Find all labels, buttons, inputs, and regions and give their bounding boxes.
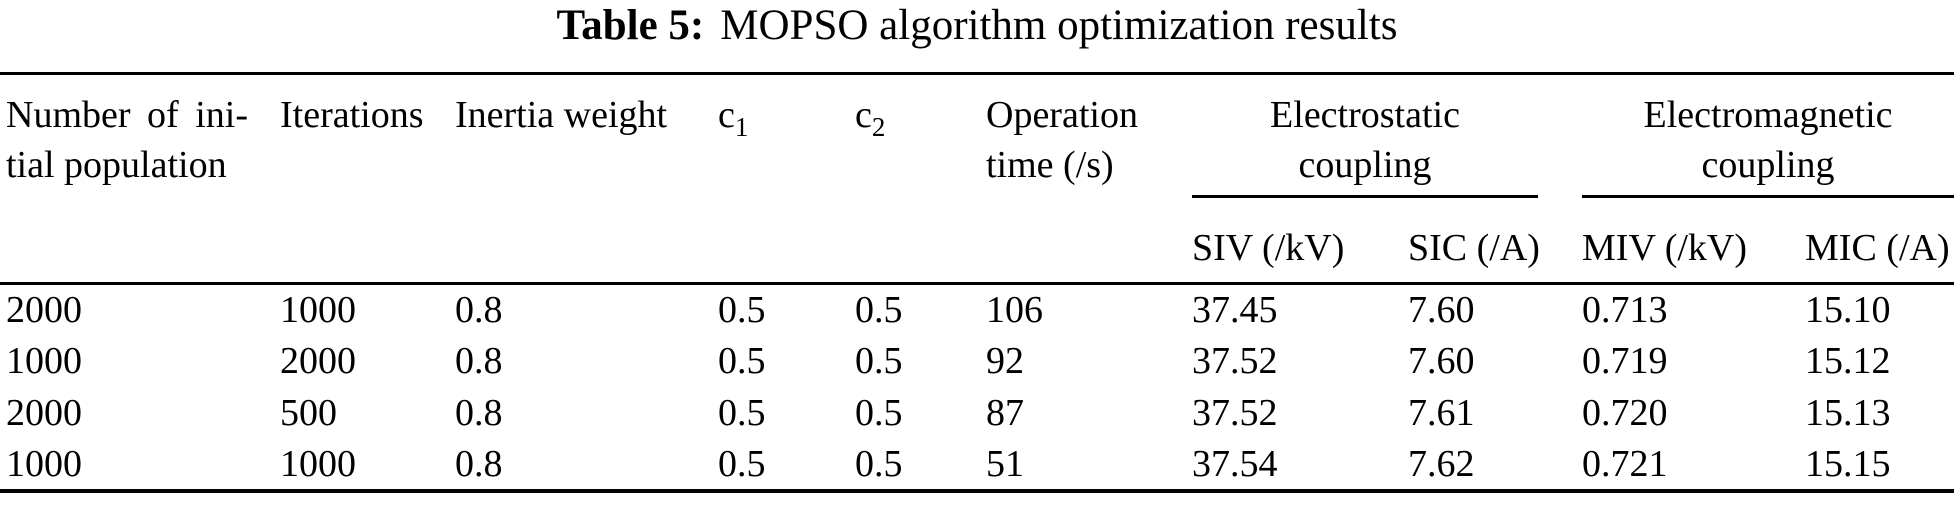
col-header-c1: c1 bbox=[718, 73, 855, 285]
table-cell: 37.52 bbox=[1192, 392, 1278, 434]
col-header-iterations: Iterations bbox=[280, 73, 455, 285]
table-cell: 0.5 bbox=[718, 392, 766, 434]
table-cell: 500 bbox=[280, 392, 337, 434]
group-header-electrostatic-label: Electrostatic coupling bbox=[1192, 75, 1539, 198]
col-header-mic: MIC (/A) bbox=[1805, 198, 1954, 285]
table-row: 2000 1000 0.8 0.5 0.5 106 37.45 7.60 0.7… bbox=[0, 283, 1954, 335]
table-cell: 37.54 bbox=[1192, 443, 1278, 485]
col-header-siv: SIV (/kV) bbox=[1192, 198, 1408, 285]
col-header-population-line1: Number of ini- bbox=[6, 94, 248, 136]
table-cell: 37.52 bbox=[1192, 340, 1278, 382]
col-header-population: Number of ini- tial population bbox=[0, 73, 280, 285]
table-cell: 0.8 bbox=[455, 288, 503, 331]
table-cell: 51 bbox=[986, 443, 1024, 485]
table-cell: 0.8 bbox=[455, 443, 503, 485]
table-cell: 0.5 bbox=[855, 340, 903, 382]
table-cell: 1000 bbox=[6, 443, 82, 485]
table-cell: 0.5 bbox=[718, 340, 766, 382]
col-header-operation-time: Operation time (/s) bbox=[986, 73, 1192, 285]
table-row: 1000 1000 0.8 0.5 0.5 51 37.54 7.62 0.72… bbox=[0, 439, 1954, 491]
table-body: 2000 1000 0.8 0.5 0.5 106 37.45 7.60 0.7… bbox=[0, 283, 1954, 491]
col-header-c2: c2 bbox=[855, 73, 986, 285]
table-caption-text: MOPSO algorithm optimization results bbox=[720, 2, 1398, 49]
results-table: Number of ini- tial population Iteration… bbox=[0, 72, 1954, 493]
c2-base: c bbox=[855, 94, 872, 136]
table-cell: 0.8 bbox=[455, 392, 503, 434]
table-header: Number of ini- tial population Iteration… bbox=[0, 73, 1954, 285]
col-header-miv: MIV (/kV) bbox=[1582, 198, 1806, 285]
table-cell: 1000 bbox=[280, 443, 356, 485]
table-cell: 15.13 bbox=[1805, 392, 1891, 434]
table-cell: 0.721 bbox=[1582, 443, 1668, 485]
group-header-electrostatic: Electrostatic coupling bbox=[1192, 74, 1582, 198]
table-row: 2000 500 0.8 0.5 0.5 87 37.52 7.61 0.720… bbox=[0, 387, 1954, 439]
table-cell: 1000 bbox=[6, 340, 82, 382]
table-row: 1000 2000 0.8 0.5 0.5 92 37.52 7.60 0.71… bbox=[0, 335, 1954, 387]
table-cell: 0.8 bbox=[455, 340, 503, 382]
c1-base: c bbox=[718, 94, 735, 136]
table-cell: 7.61 bbox=[1408, 392, 1475, 434]
group-header-electromagnetic-label: Electromagnetic coupling bbox=[1582, 75, 1954, 198]
table-cell: 0.5 bbox=[718, 443, 766, 485]
group-header-electromagnetic: Electromagnetic coupling bbox=[1582, 74, 1954, 198]
table-cell: 0.5 bbox=[718, 288, 766, 331]
table-cell: 87 bbox=[986, 392, 1024, 434]
table-cell: 15.10 bbox=[1805, 288, 1891, 331]
table-cell: 92 bbox=[986, 340, 1024, 382]
c1-subscript: 1 bbox=[734, 112, 749, 142]
table-caption-number: Table 5: bbox=[556, 2, 705, 49]
table-cell: 0.5 bbox=[855, 288, 903, 331]
table-cell: 2000 bbox=[6, 392, 82, 434]
table-cell: 1000 bbox=[280, 288, 356, 331]
table-cell: 7.60 bbox=[1408, 340, 1475, 382]
table-cell: 0.5 bbox=[855, 443, 903, 485]
table-cell: 7.62 bbox=[1408, 443, 1475, 485]
header-row-main: Number of ini- tial population Iteration… bbox=[0, 73, 1954, 285]
col-header-population-line2: tial population bbox=[6, 144, 227, 186]
table-cell: 15.12 bbox=[1805, 340, 1891, 382]
c2-subscript: 2 bbox=[871, 112, 886, 142]
table-cell: 0.5 bbox=[855, 392, 903, 434]
table-caption: Table 5: MOPSO algorithm optimization res… bbox=[0, 0, 1954, 72]
table-cell: 7.60 bbox=[1408, 288, 1475, 331]
table-cell: 0.719 bbox=[1582, 340, 1668, 382]
table-cell: 106 bbox=[986, 288, 1043, 331]
col-header-sic: SIC (/A) bbox=[1408, 198, 1583, 285]
table-cell: 0.713 bbox=[1582, 288, 1668, 331]
table-cell: 2000 bbox=[280, 340, 356, 382]
header-row-sub: SIV (/kV) SIC (/A) MIV (/kV) MIC (/A) bbox=[0, 198, 1954, 285]
table-cell: 0.720 bbox=[1582, 392, 1668, 434]
col-header-inertia-weight: Inertia weight bbox=[455, 73, 718, 285]
table-cell: 37.45 bbox=[1192, 288, 1278, 331]
table-cell: 15.15 bbox=[1805, 443, 1891, 485]
table-cell: 2000 bbox=[6, 288, 82, 331]
